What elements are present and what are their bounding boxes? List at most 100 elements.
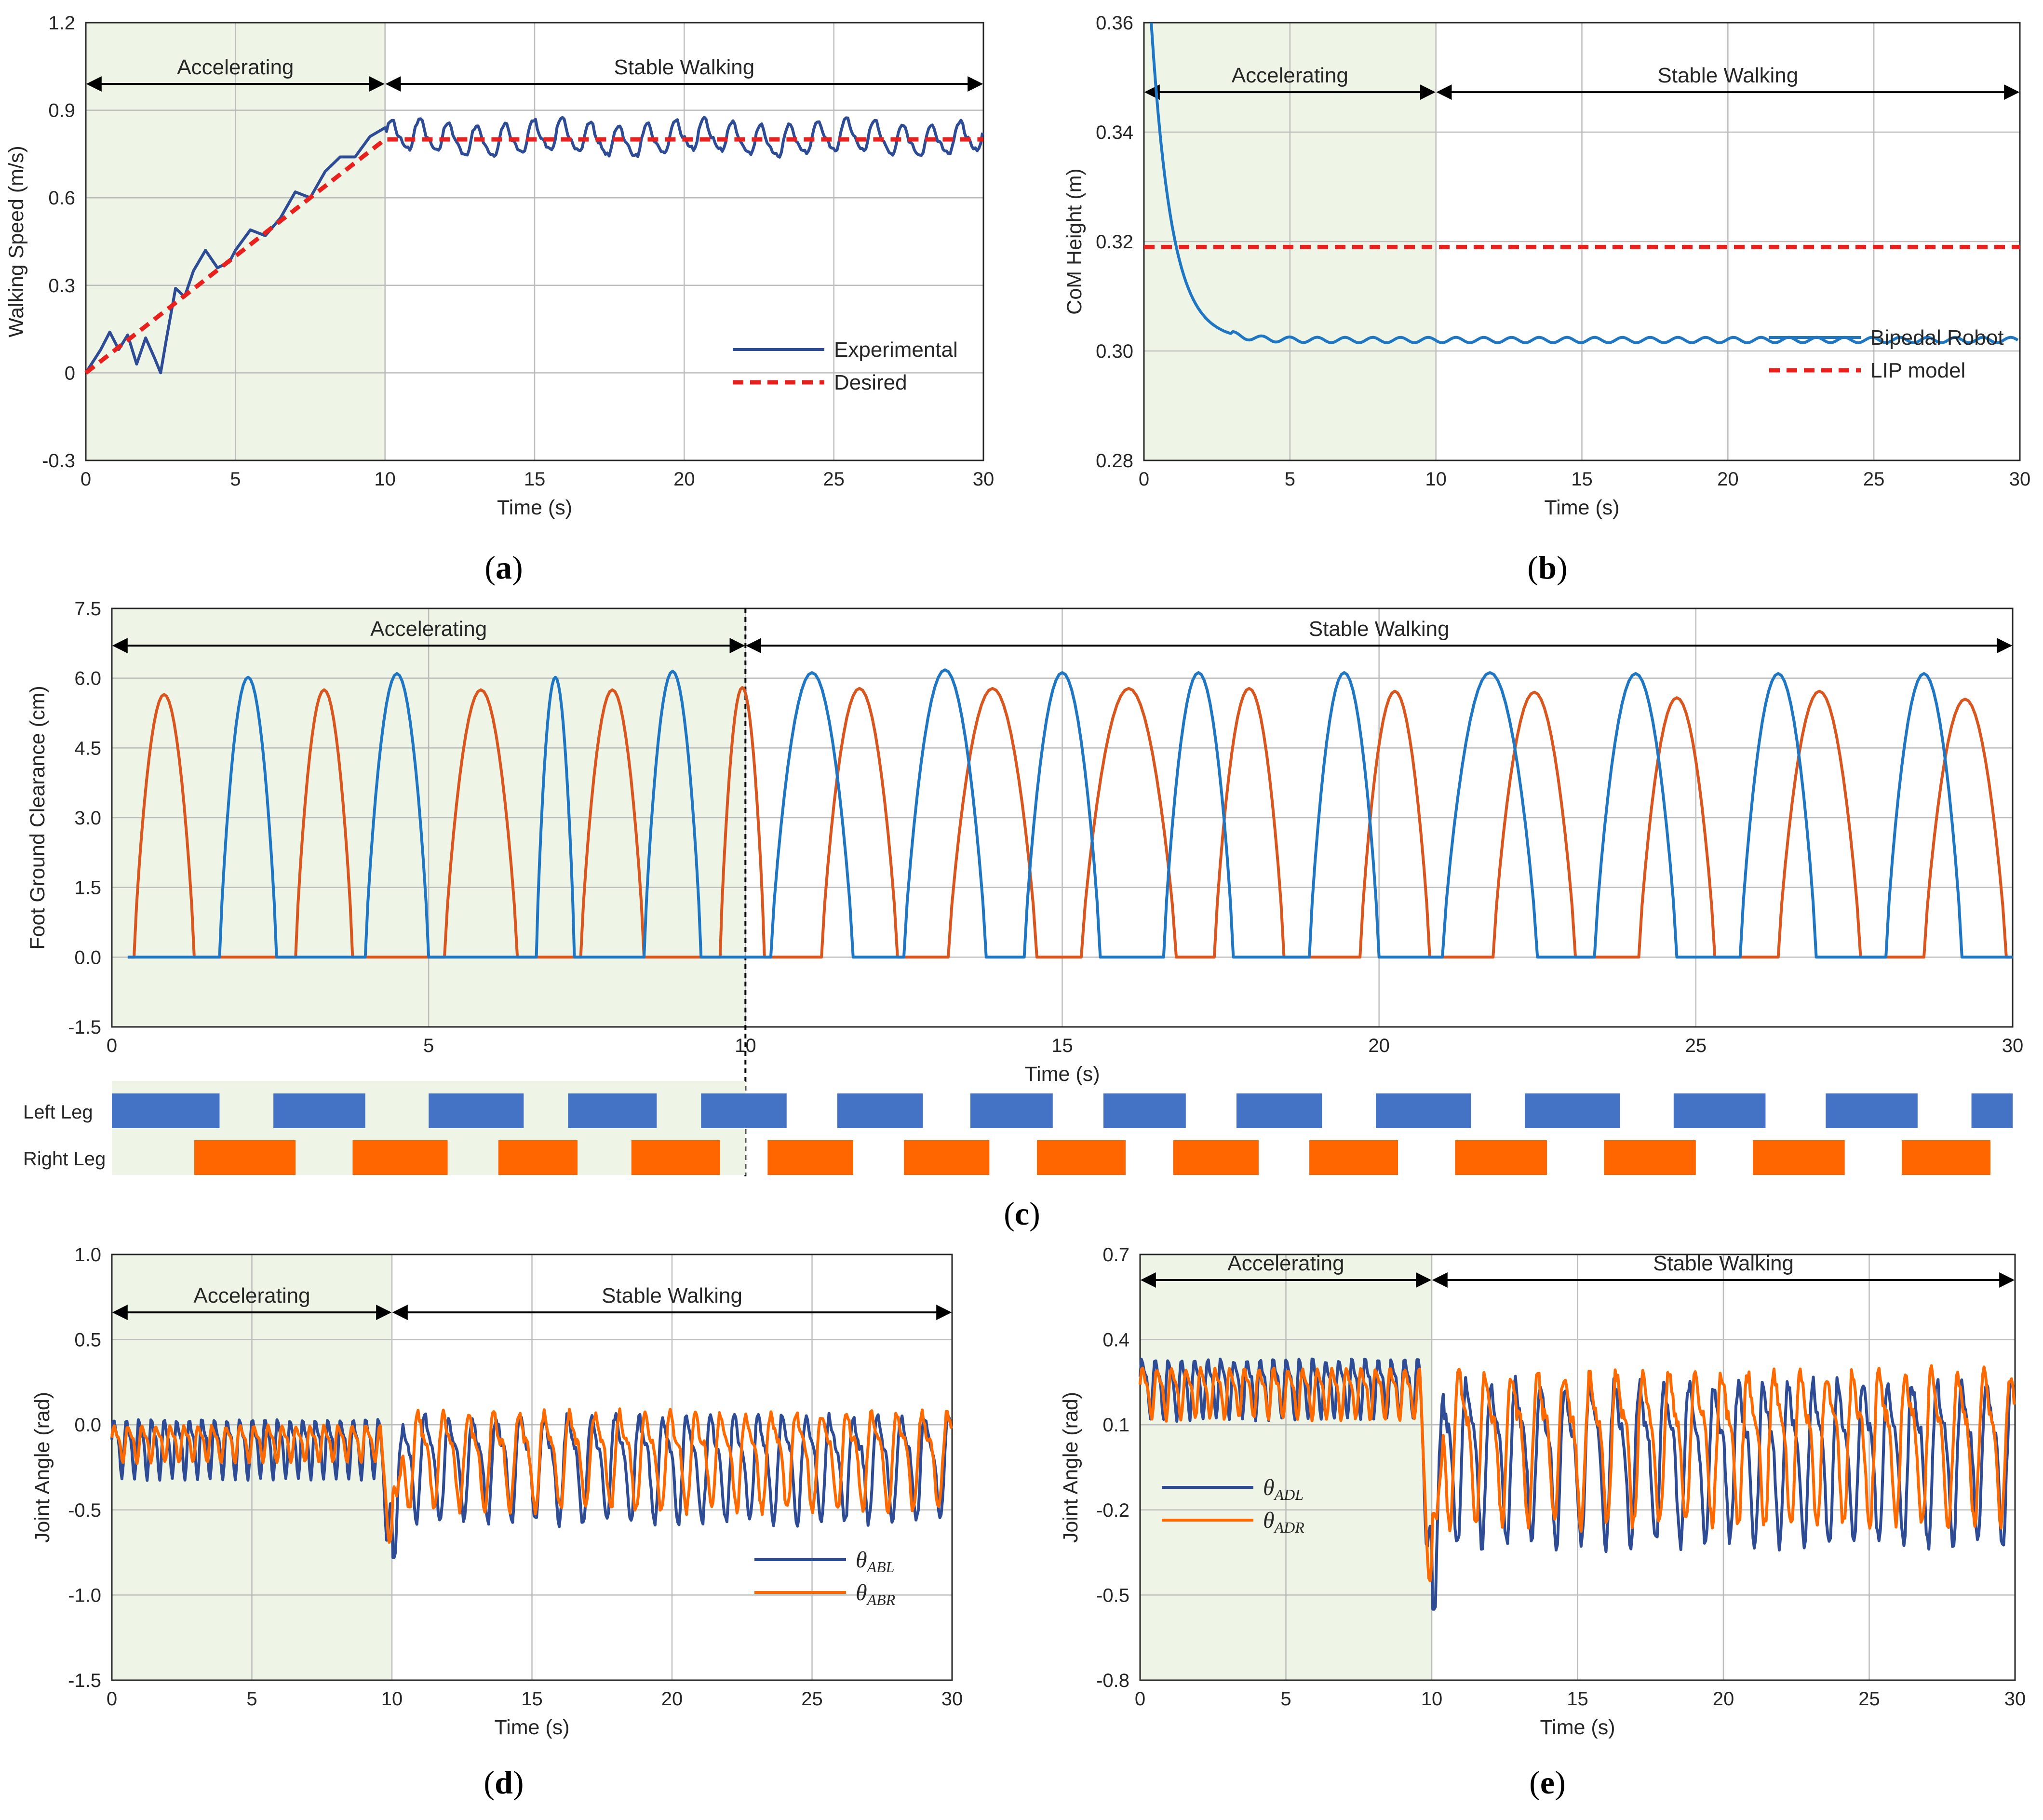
x-tick-label: 0 [81, 469, 91, 490]
panel-a-walking-speed: 0 5 10 15 20 25 30 -0.3 0 0.3 0.6 0.9 1.2 Time (s) Wal… [5, 13, 994, 519]
legend-symbol: θ [1263, 1508, 1275, 1533]
axes-frame [111, 1254, 953, 1681]
legend-symbol: θ [856, 1580, 867, 1605]
gait-bar-segment [1604, 1140, 1696, 1175]
legend-label: θADL [1263, 1475, 1304, 1503]
series-line-left-foot [127, 668, 2013, 959]
y-tick-label: -0.8 [1096, 1670, 1129, 1691]
phase-label: Accelerating [177, 55, 294, 79]
axes-frame [1143, 22, 2021, 461]
x-tick-label: 10 [374, 469, 396, 490]
x-tick-label: 25 [1858, 1688, 1880, 1710]
x-tick-label: 30 [2004, 1688, 2026, 1710]
legend-label: θADR [1263, 1508, 1304, 1536]
axes-frame [85, 22, 984, 461]
panel-e-joint-angle-ad: 0 5 10 15 20 25 30 -0.8 -0.5 -0.2 0.1 0.4 0.7 Time (s… [1059, 1244, 2026, 1739]
gait-bar-segment [1524, 1093, 1620, 1128]
legend: Bipedal Robot LIP model [1769, 326, 2003, 382]
phase-label: Accelerating [370, 617, 487, 641]
gait-bar-segment [631, 1140, 720, 1175]
gait-bar-segment [1236, 1093, 1322, 1128]
x-axis-label: Time (s) [1024, 1063, 1100, 1086]
gait-bar-segment [1901, 1140, 1990, 1175]
gait-bar-segment [194, 1140, 296, 1175]
gait-bar-segment [837, 1093, 923, 1128]
x-tick-label: 15 [1051, 1035, 1073, 1056]
x-tick-label: 0 [1135, 1688, 1145, 1710]
y-axis-label: Walking Speed (m/s) [5, 146, 28, 337]
legend-subscript: ADL [1274, 1486, 1304, 1503]
x-tick-label: 30 [2002, 1035, 2024, 1056]
series-line--abr [110, 1407, 953, 1544]
x-tick-label: 0 [107, 1035, 117, 1056]
x-tick-label: 20 [1713, 1688, 1734, 1710]
y-tick-label: 0.28 [1096, 450, 1133, 472]
legend-subscript: ABL [866, 1558, 895, 1576]
x-tick-label: 25 [1863, 469, 1885, 490]
gait-bar-segment [1826, 1093, 1918, 1128]
panel-a-caption: (a) [484, 549, 523, 586]
x-tick-label: 10 [381, 1688, 403, 1710]
series-line-experimental [84, 116, 984, 375]
phase-label: Stable Walking [1309, 617, 1450, 641]
y-tick-label: -0.3 [42, 450, 75, 472]
panel-b-com-height: 0 5 10 15 20 25 30 0.28 0.30 0.32 0.34 0.36 Time (s)… [1063, 13, 2030, 519]
phase-label: Accelerating [193, 1284, 310, 1308]
y-tick-label: 0.34 [1096, 122, 1133, 143]
legend-label: Desired [834, 371, 907, 394]
series-line-desired [84, 137, 983, 375]
axes-frame [1139, 1254, 2016, 1681]
panel-d-caption: (d) [484, 1764, 524, 1801]
x-axis-label: Time (s) [497, 496, 572, 519]
y-tick-label: 6.0 [74, 668, 101, 689]
x-tick-label: 10 [1425, 469, 1447, 490]
x-tick-label: 5 [1285, 469, 1295, 490]
y-axis-label: Foot Ground Clearance (cm) [26, 686, 49, 949]
gait-bar-segment [1753, 1140, 1845, 1175]
series-line-bipedal-robot [1150, 22, 2019, 344]
legend-label: Bipedal Robot [1870, 326, 2003, 350]
gait-bar-segment [1173, 1140, 1259, 1175]
x-tick-label: 5 [230, 469, 241, 490]
x-axis-label: Time (s) [1540, 1716, 1615, 1739]
y-tick-label: 1.2 [48, 13, 75, 34]
gait-bar-segment [1455, 1140, 1547, 1175]
phase-label: Accelerating [1232, 64, 1348, 87]
x-tick-label: 20 [661, 1688, 683, 1710]
y-axis-label: CoM Height (m) [1063, 168, 1086, 314]
x-tick-label: 15 [521, 1688, 543, 1710]
legend-symbol: θ [1263, 1475, 1275, 1500]
phase-label: Accelerating [1227, 1252, 1344, 1275]
y-axis-label: Joint Angle (rad) [1059, 1392, 1082, 1543]
gait-bar-segment [1376, 1093, 1471, 1128]
gait-bar-segment [767, 1140, 853, 1175]
legend-symbol: θ [856, 1547, 867, 1573]
x-tick-label: 15 [524, 469, 546, 490]
x-tick-label: 0 [1139, 469, 1149, 490]
legend-label: θABR [856, 1580, 896, 1608]
x-tick-label: 5 [246, 1688, 257, 1710]
legend-label: LIP model [1870, 359, 1965, 382]
x-tick-label: 20 [673, 469, 695, 490]
y-tick-label: 0.5 [74, 1330, 101, 1351]
phase-label: Stable Walking [614, 55, 754, 79]
x-tick-label: 15 [1571, 469, 1593, 490]
x-tick-label: 5 [1280, 1688, 1291, 1710]
gait-bar-segment [903, 1140, 990, 1175]
x-tick-label: 30 [2009, 469, 2031, 490]
y-tick-label: 1.5 [74, 877, 101, 899]
y-tick-label: 1.0 [74, 1244, 101, 1266]
gait-bar-segment [1103, 1093, 1186, 1128]
y-tick-label: -0.5 [68, 1500, 101, 1521]
x-tick-label: 20 [1368, 1035, 1390, 1056]
y-tick-label: 0.0 [74, 1415, 101, 1436]
y-tick-label: -0.5 [1096, 1585, 1129, 1606]
gait-bar-segment [1673, 1093, 1766, 1128]
gait-row-label: Left Leg [23, 1102, 93, 1123]
x-tick-label: 25 [823, 469, 845, 490]
y-tick-label: 0.0 [74, 947, 101, 968]
